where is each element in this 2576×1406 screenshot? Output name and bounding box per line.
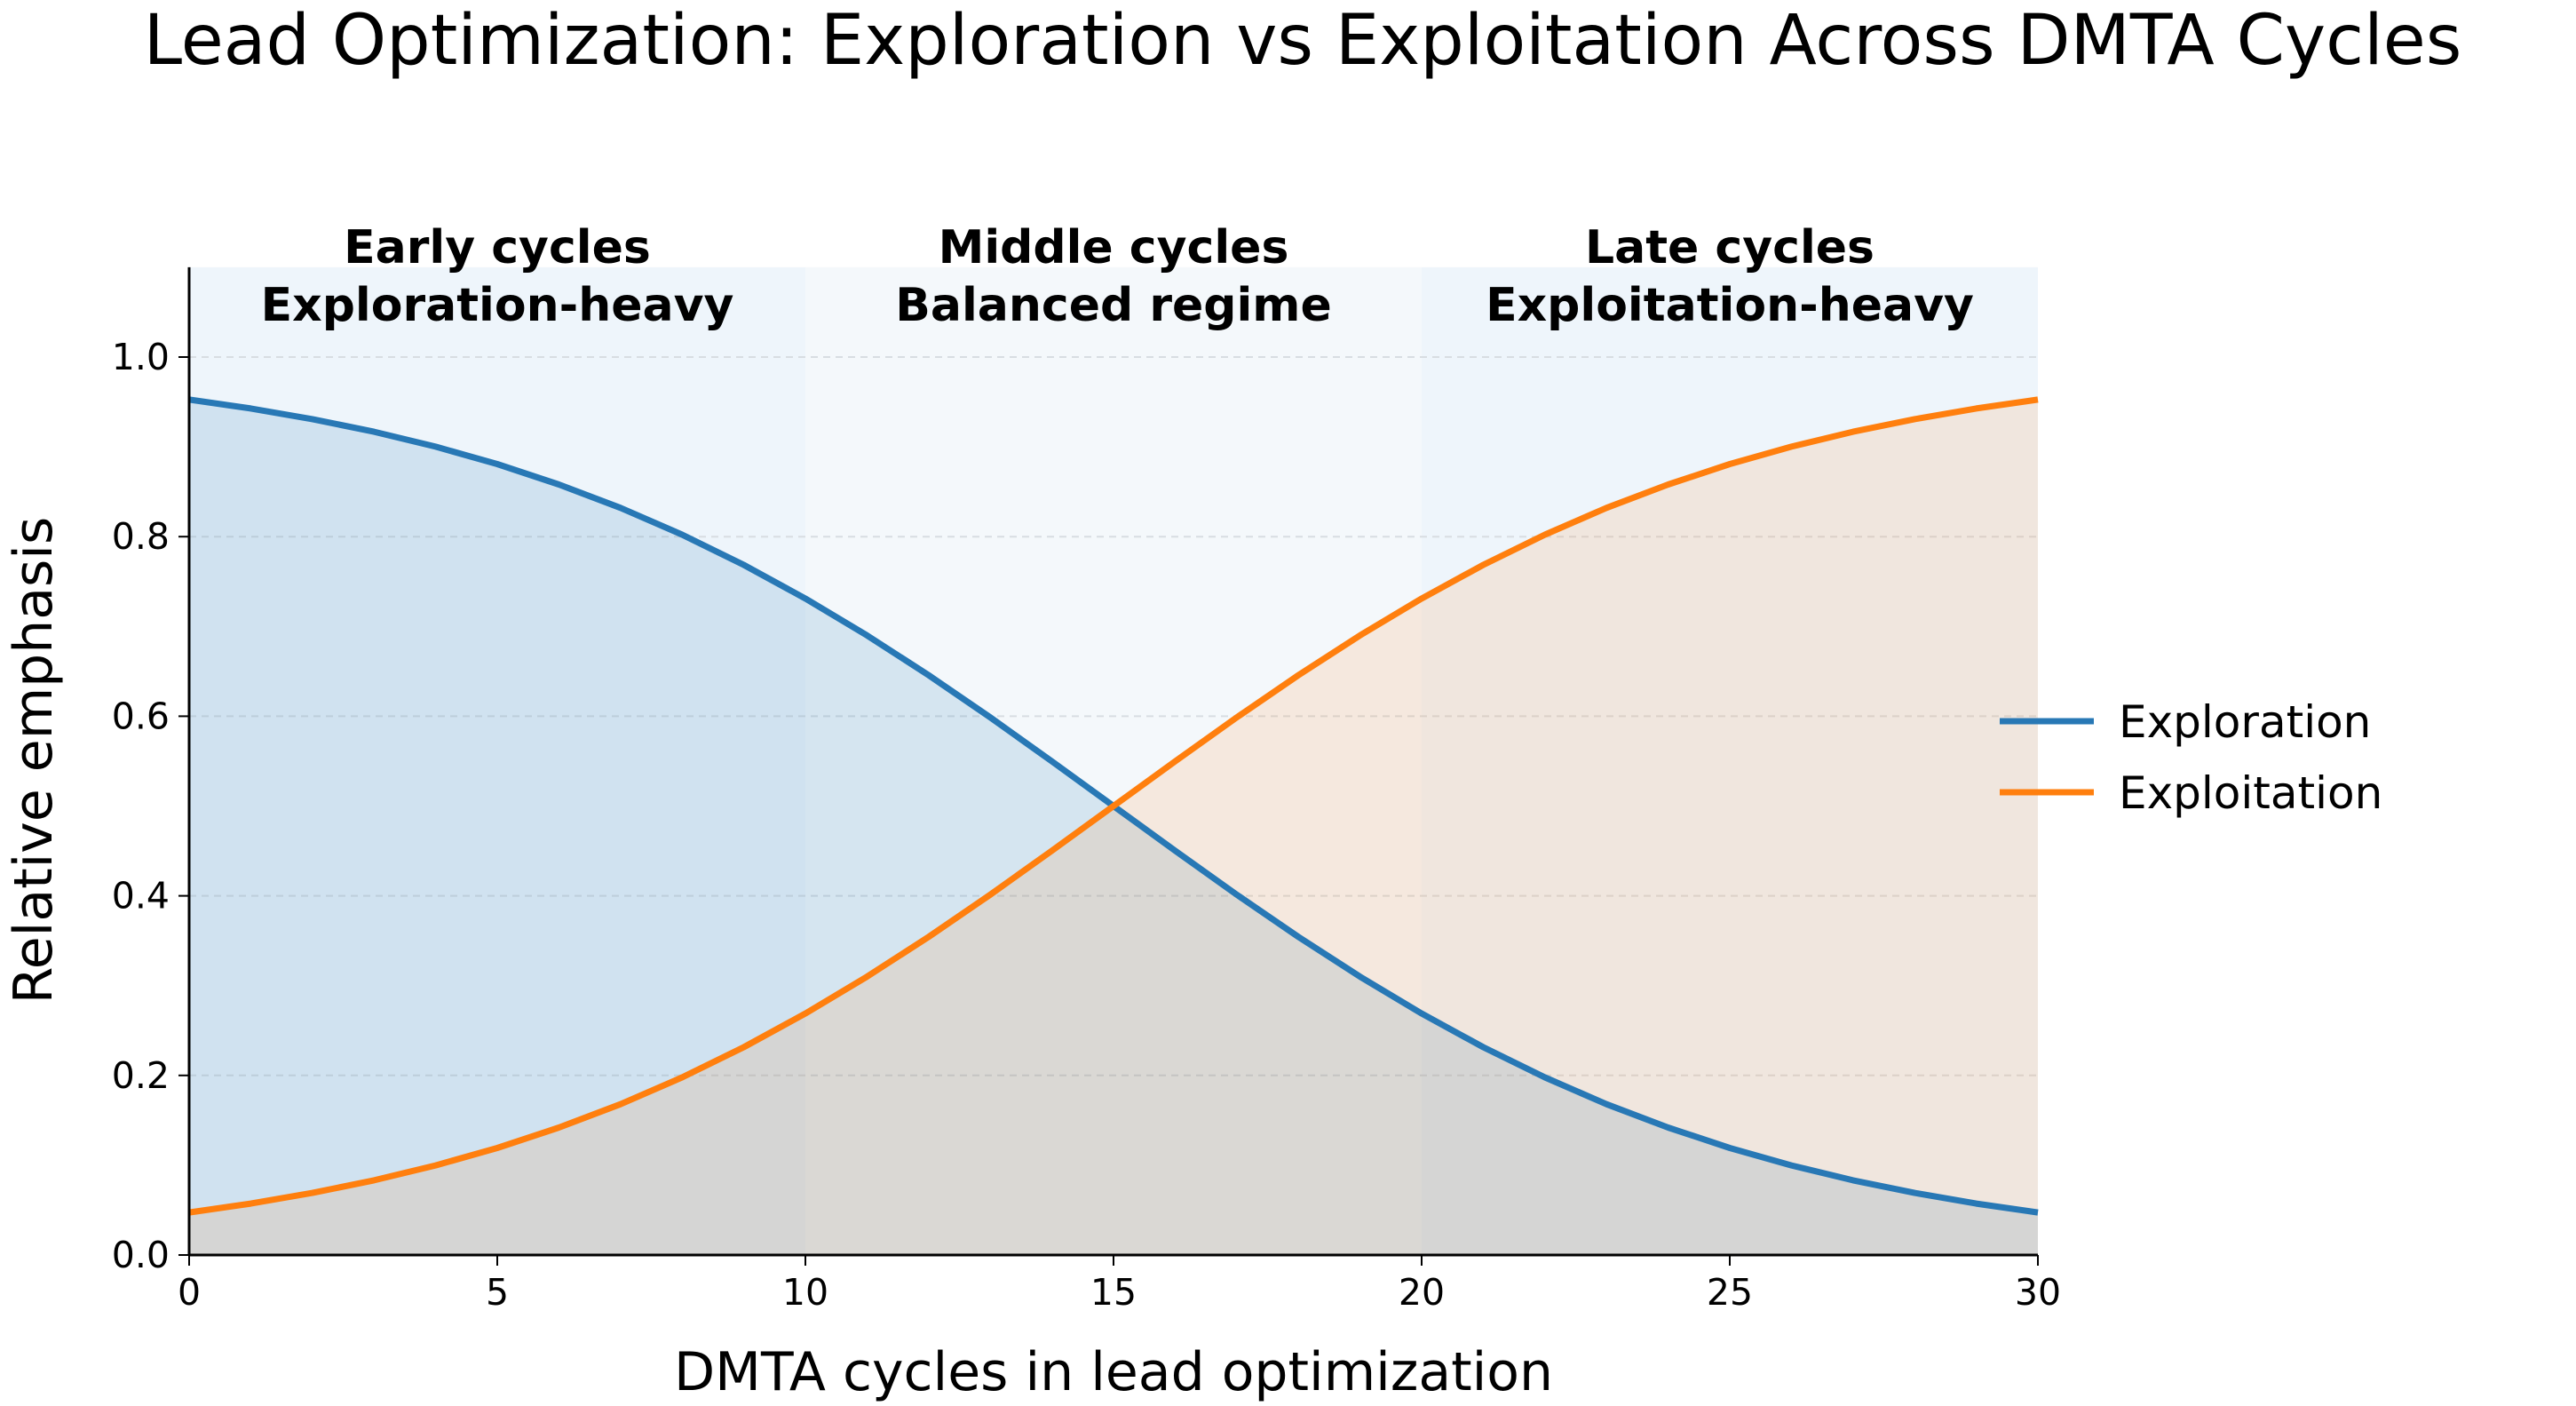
legend-label: Exploration bbox=[2119, 696, 2371, 748]
region-label-title: Middle cycles bbox=[939, 221, 1289, 274]
y-tick-label: 0.2 bbox=[112, 1054, 170, 1097]
y-tick-label: 0.6 bbox=[112, 695, 170, 737]
region-band-2 bbox=[1422, 266, 2038, 1255]
region-label-title: Early cycles bbox=[344, 221, 651, 274]
region-label-subtitle: Balanced regime bbox=[895, 279, 1332, 332]
y-tick-label: 1.0 bbox=[112, 336, 170, 378]
region-label-subtitle: Exploration-heavy bbox=[261, 279, 734, 332]
y-axis-label: Relative emphasis bbox=[3, 517, 65, 1004]
legend-label: Exploitation bbox=[2119, 767, 2382, 819]
area-fills bbox=[189, 399, 2038, 1255]
x-axis-label: DMTA cycles in lead optimization bbox=[674, 1341, 1553, 1402]
x-tick-label: 10 bbox=[782, 1271, 828, 1314]
y-tick-label: 0.8 bbox=[112, 515, 170, 558]
x-tick-label: 0 bbox=[178, 1271, 201, 1314]
x-tick-label: 30 bbox=[2015, 1271, 2061, 1314]
series-lines bbox=[188, 396, 2039, 1216]
x-tick-label: 15 bbox=[1090, 1271, 1137, 1314]
area-fill-exploration bbox=[189, 399, 2038, 1255]
axes: 0 5 10 15 20 25 30 0.0 0.2 0.4 0.6 0.8 1.0 bbox=[112, 266, 2061, 1314]
x-tick-label: 5 bbox=[486, 1271, 509, 1314]
region-label-title: Late cycles bbox=[1585, 221, 1875, 274]
area-fill-exploitation bbox=[189, 399, 2038, 1255]
y-tick-label: 0.4 bbox=[112, 875, 170, 917]
region-band-1 bbox=[805, 266, 1422, 1255]
y-tick-label: 0.0 bbox=[112, 1234, 170, 1276]
region-band-0 bbox=[189, 266, 805, 1255]
series-line-exploitation bbox=[188, 396, 2039, 1216]
region-label-subtitle: Exploitation-heavy bbox=[1486, 279, 1974, 332]
chart-title: Lead Optimization: Exploration vs Exploi… bbox=[144, 1, 2462, 81]
x-tick-label: 20 bbox=[1399, 1271, 1445, 1314]
region-backgrounds bbox=[189, 266, 2038, 1255]
legend: Exploration Exploitation bbox=[2000, 696, 2382, 819]
x-tick-label: 25 bbox=[1707, 1271, 1753, 1314]
